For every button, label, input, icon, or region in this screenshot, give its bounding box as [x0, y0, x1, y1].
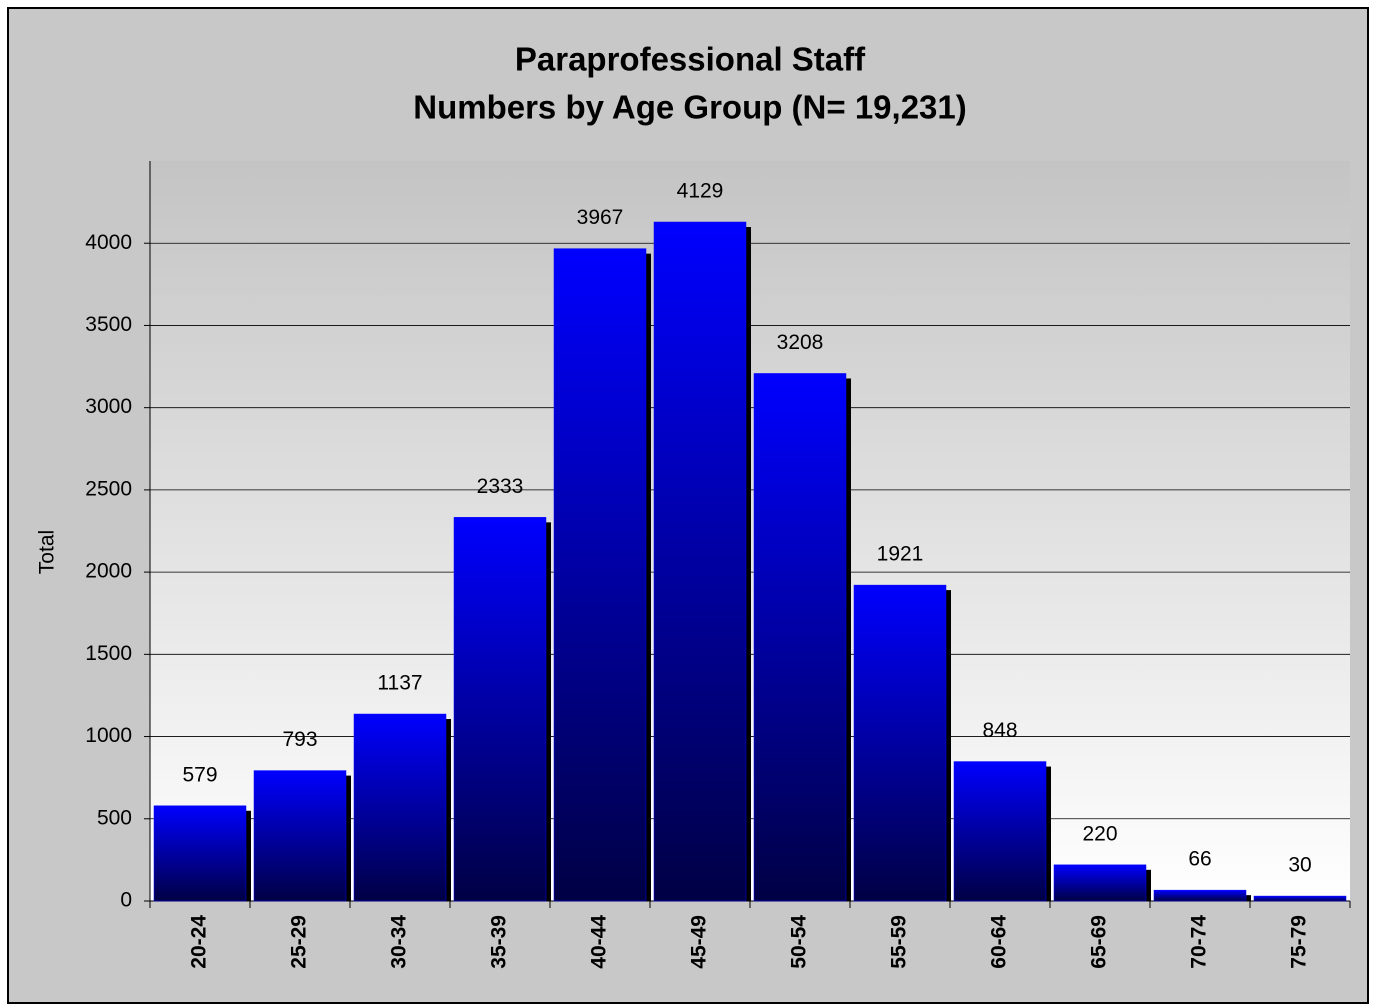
bar	[1253, 895, 1347, 902]
y-tick-label: 2500	[85, 477, 132, 500]
data-label: 579	[182, 763, 217, 786]
y-tick-label: 1000	[85, 724, 132, 747]
bar	[553, 248, 647, 902]
x-tick-label: 65-69	[1088, 915, 1111, 969]
x-tick-label: 55-59	[888, 915, 911, 969]
bar	[653, 221, 747, 902]
data-label: 1137	[377, 672, 422, 695]
bar	[253, 770, 347, 902]
y-tick-label: 4000	[85, 231, 132, 254]
chart-subtitle: Numbers by Age Group (N= 19,231)	[413, 89, 967, 126]
x-tick-label: 50-54	[788, 915, 811, 969]
x-tick-label: 30-34	[388, 915, 411, 969]
y-tick-label: 3000	[85, 395, 132, 418]
x-tick-label: 35-39	[488, 915, 511, 969]
x-tick-label: 25-29	[288, 915, 311, 969]
y-tick-label: 3500	[85, 313, 132, 336]
data-label: 66	[1188, 848, 1211, 871]
bar	[753, 373, 847, 902]
data-label: 1921	[877, 543, 924, 566]
bar	[953, 761, 1047, 902]
y-tick-label: 0	[120, 889, 132, 912]
data-label: 30	[1288, 854, 1311, 877]
data-label: 848	[982, 719, 1017, 742]
y-tick-label: 500	[97, 806, 132, 829]
y-axis-label: Total	[36, 530, 59, 574]
bar	[853, 584, 947, 902]
bar	[353, 713, 447, 902]
chart-title: Paraprofessional Staff	[515, 41, 866, 78]
x-tick-label: 75-79	[1288, 915, 1311, 969]
x-tick-label: 70-74	[1188, 915, 1211, 969]
x-tick-label: 60-64	[988, 915, 1011, 969]
bar	[1153, 889, 1247, 902]
bar	[153, 805, 247, 902]
bar	[453, 517, 547, 902]
data-label: 4129	[677, 180, 724, 203]
data-label: 793	[282, 728, 317, 751]
data-label: 3208	[777, 331, 824, 354]
data-label: 2333	[477, 475, 524, 498]
y-tick-label: 1500	[85, 642, 132, 665]
x-tick-label: 20-24	[188, 915, 211, 969]
data-label: 220	[1082, 822, 1117, 845]
bar	[1053, 864, 1147, 902]
x-tick-label: 45-49	[688, 915, 711, 969]
x-tick-label: 40-44	[588, 915, 611, 969]
data-label: 3967	[577, 206, 624, 229]
y-tick-label: 2000	[85, 560, 132, 583]
